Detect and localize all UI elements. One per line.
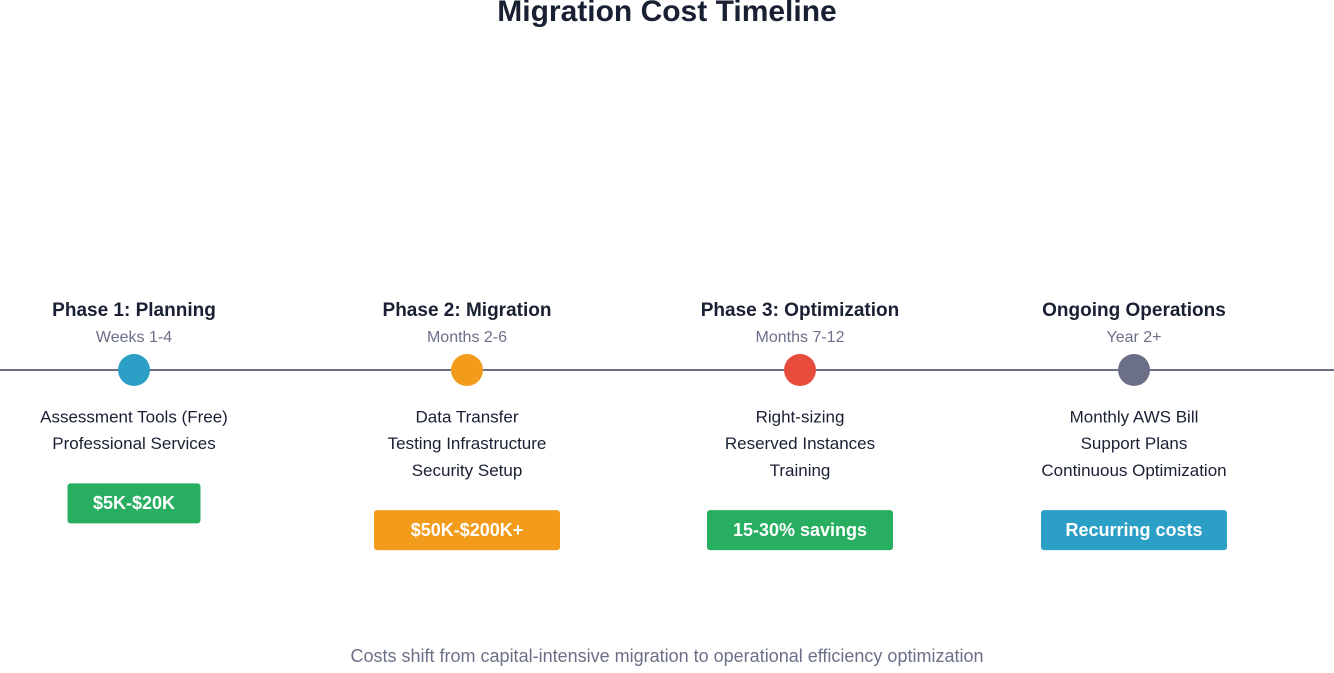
- phase-item: Right-sizing: [756, 407, 845, 426]
- phase-dot: [451, 354, 483, 386]
- phase-name: Phase 3: Optimization: [701, 300, 899, 321]
- phase-item: Continuous Optimization: [1041, 461, 1226, 480]
- cost-label: $5K-$20K: [93, 493, 175, 513]
- phase-item: Testing Infrastructure: [388, 434, 547, 453]
- footer: Costs shift from capital-intensive migra…: [351, 646, 984, 666]
- phase-dot: [118, 354, 150, 386]
- phase-name: Phase 1: Planning: [52, 300, 216, 321]
- phase-name: Ongoing Operations: [1042, 300, 1226, 321]
- phase-period: Months 2-6: [427, 329, 507, 346]
- phase-item: Reserved Instances: [725, 434, 875, 453]
- cost-label: $50K-$200K+: [411, 520, 524, 540]
- cost-badge: [374, 510, 560, 551]
- cost-label: 15-30% savings: [733, 520, 867, 540]
- phase-item: Professional Services: [52, 434, 215, 453]
- cost-label: Recurring costs: [1065, 520, 1202, 540]
- phase-name: Phase 2: Migration: [383, 300, 552, 321]
- phase-item: Data Transfer: [416, 407, 519, 426]
- phase-item: Assessment Tools (Free): [40, 407, 228, 426]
- title: Migration Cost Timeline: [497, 0, 836, 28]
- phase-period: Year 2+: [1106, 329, 1161, 346]
- phase-period: Weeks 1-4: [96, 329, 172, 346]
- phase-item: Support Plans: [1081, 434, 1188, 453]
- phase-dot: [784, 354, 816, 386]
- phase-item: Monthly AWS Bill: [1070, 407, 1199, 426]
- phase-item: Training: [770, 461, 831, 480]
- phase-item: Security Setup: [412, 461, 523, 480]
- cost-badge: [707, 510, 893, 551]
- cost-badge: [67, 483, 201, 524]
- cost-badge: [1041, 510, 1227, 551]
- phase-period: Months 7-12: [756, 329, 845, 346]
- phase-dot: [1118, 354, 1150, 386]
